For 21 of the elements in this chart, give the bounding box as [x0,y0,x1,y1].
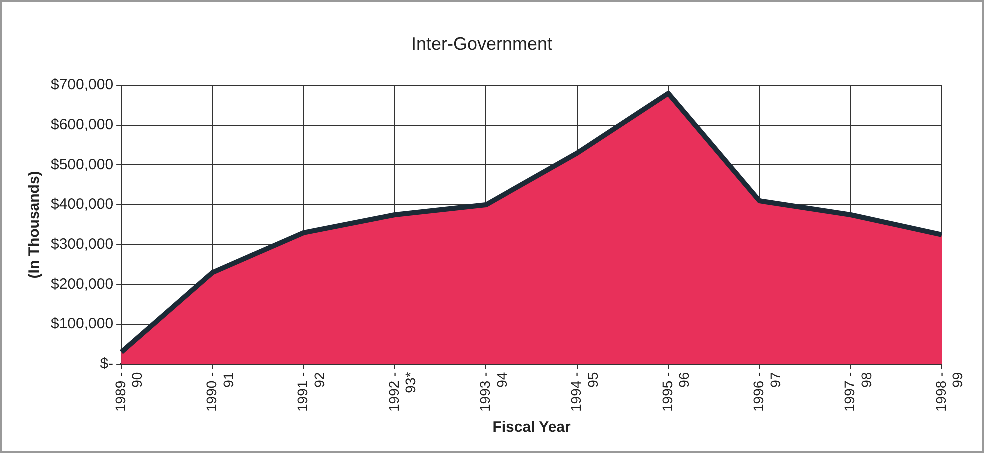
x-tick-label: 1989 - 90 [112,372,146,412]
x-tick-label: 1998 - 99 [932,372,966,412]
x-tick-label: 1992 - 93* [386,372,419,412]
x-tick-label: 1994 - 95 [568,372,602,412]
x-tick-label: 1995 - 96 [659,372,692,412]
x-tick-label: 1997 - 98 [842,372,874,412]
x-tick-label: 1993 - 94 [477,372,510,412]
y-tick-label: $- [100,355,114,372]
x-tick-label: 1990 - 91 [204,372,236,412]
chart-title: Inter-Government [411,34,553,54]
y-axis-title: (In Thousands) [26,171,44,279]
x-tick-label: 1991 - 92 [294,372,328,412]
y-tick-label: $400,000 [50,196,114,214]
y-tick-label: $200,000 [50,276,114,293]
y-tick-label: $500,000 [50,156,114,174]
y-tick-label: $300,000 [50,236,114,253]
y-tick-label: $100,000 [50,316,114,333]
x-axis-title: Fiscal Year [492,419,571,436]
y-tick-label: $600,000 [50,116,114,134]
y-tick-label: $700,000 [50,76,114,94]
x-tick-label: 1996 - 97 [750,372,784,412]
